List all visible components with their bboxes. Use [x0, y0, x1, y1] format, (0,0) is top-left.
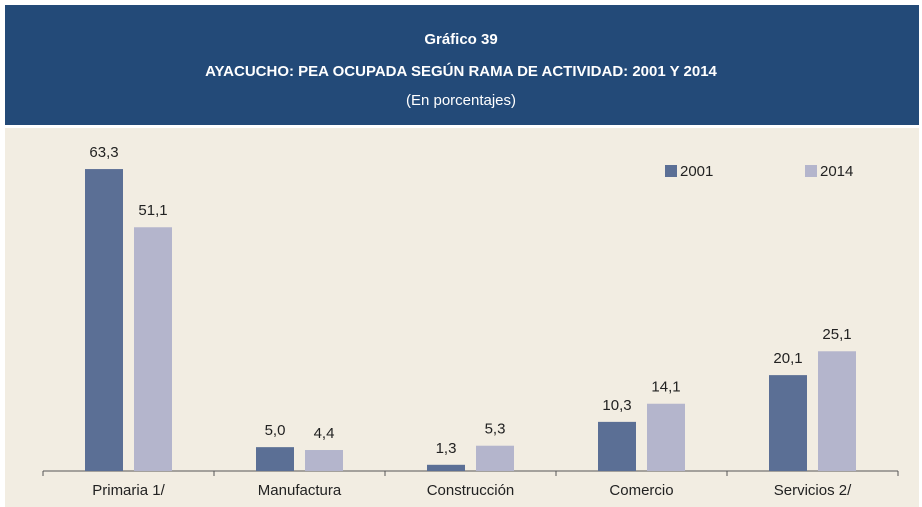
chart-label: Gráfico 39: [424, 31, 497, 48]
bar: [256, 447, 294, 471]
bar: [427, 464, 465, 471]
data-label: 10,3: [602, 397, 631, 414]
data-label: 14,1: [651, 379, 680, 396]
bar: [769, 375, 807, 471]
data-label: 4,4: [314, 425, 335, 442]
bar: [598, 421, 636, 471]
chart-subtitle: (En porcentajes): [406, 92, 516, 109]
data-label: 25,1: [822, 326, 851, 343]
bar: [647, 403, 685, 471]
legend-swatch: [665, 165, 677, 177]
x-tick-label: Construcción: [427, 482, 515, 499]
bar: [134, 227, 172, 471]
x-tick-label: Primaria 1/: [92, 482, 165, 499]
data-label: 63,3: [89, 144, 118, 161]
header-band: [5, 5, 919, 125]
chart-title: AYACUCHO: PEA OCUPADA SEGÚN RAMA DE ACTI…: [205, 62, 717, 80]
data-label: 5,3: [485, 421, 506, 438]
x-tick-label: Servicios 2/: [774, 482, 852, 499]
data-label: 1,3: [436, 440, 457, 457]
data-label: 20,1: [773, 350, 802, 367]
data-label: 51,1: [138, 202, 167, 219]
legend-label: 2001: [680, 163, 713, 180]
bar: [305, 450, 343, 471]
legend-swatch: [805, 165, 817, 177]
x-tick-label: Manufactura: [258, 482, 342, 499]
data-label: 5,0: [265, 422, 286, 439]
legend-label: 2014: [820, 163, 853, 180]
bar: [476, 445, 514, 471]
bar: [85, 169, 123, 471]
x-tick-label: Comercio: [609, 482, 673, 499]
bar: [818, 351, 856, 471]
